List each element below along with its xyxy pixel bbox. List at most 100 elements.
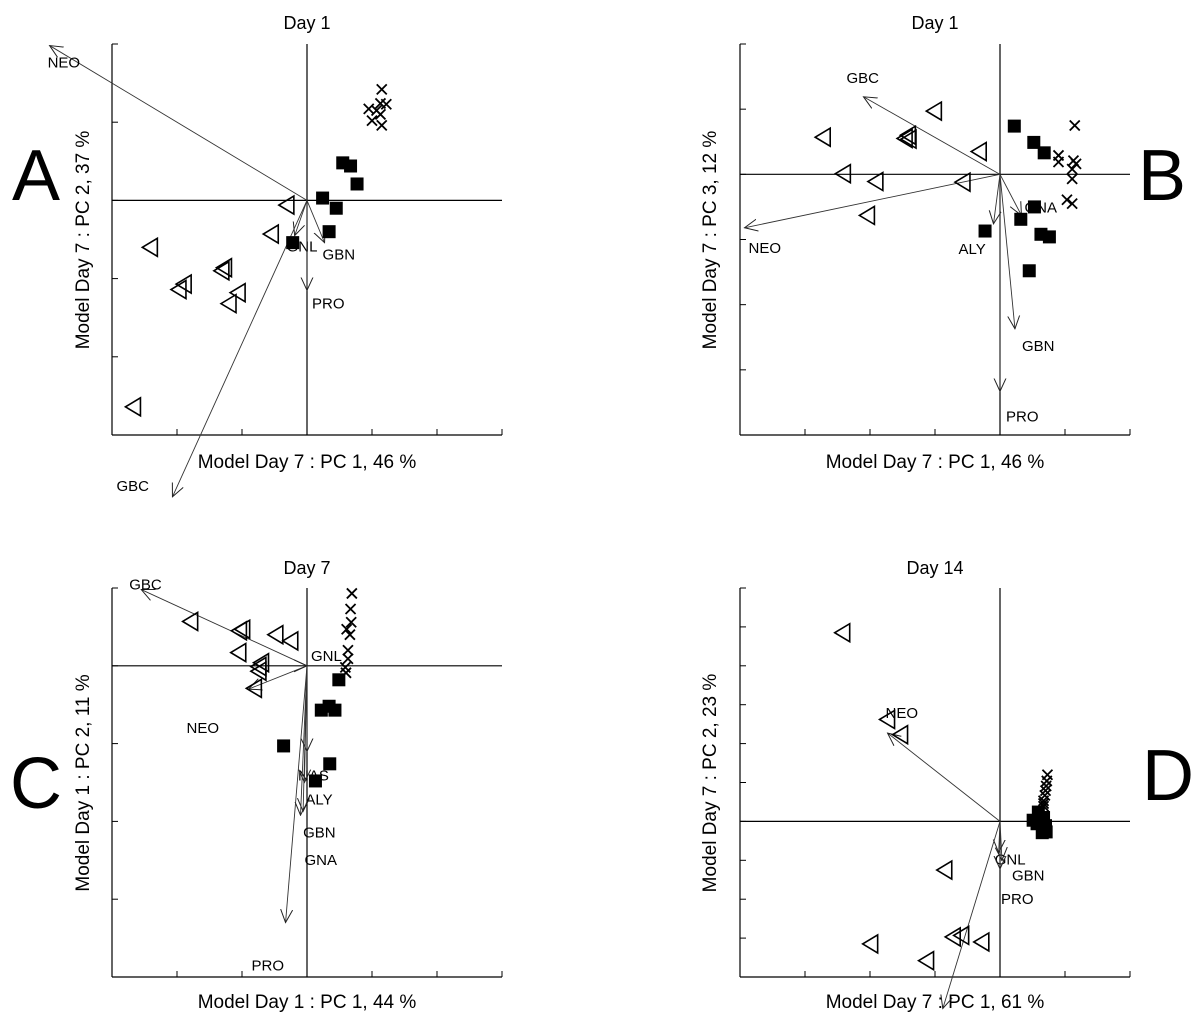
panel-b-point-square (1027, 200, 1041, 214)
panel-b-x-axis-label: Model Day 7 : PC 1, 46 % (826, 452, 1045, 473)
panel-c-point-cross (342, 653, 354, 665)
panel-a-point-square (329, 201, 343, 215)
panel-a-point-cross (374, 97, 387, 110)
panel-c-vector-label: GBC (129, 577, 162, 594)
panel-d-x-axis-label: Model Day 7 : PC 1, 61 % (826, 992, 1045, 1012)
panel-d-point-triangle (916, 950, 935, 972)
panel-c-point-cross (341, 623, 353, 635)
panel-c-point-square (314, 703, 328, 717)
panel-c-point-triangle (249, 660, 267, 682)
panel-a-vector-label: GBN (323, 247, 356, 264)
panel-d-point-triangle (943, 926, 962, 948)
panel-c-point-triangle (281, 630, 299, 652)
panel-b-point-triangle (813, 126, 832, 148)
panel-b-vector-label: PRO (1006, 408, 1039, 425)
panel-c-x-axis-label: Model Day 1 : PC 1, 44 % (198, 992, 417, 1012)
panel-b-vector-neo (745, 173, 1001, 227)
panel-b-title: Day 1 (911, 13, 958, 33)
panel-c-point-cross (346, 587, 358, 600)
panel-d-point-triangle (861, 933, 879, 955)
panel-d: Day 14 Model Day 7 : PC 1, 61 % Model Da… (700, 558, 1191, 1012)
panel-d-point-triangle (935, 859, 953, 881)
panel-a-point-triangle (123, 396, 142, 418)
panel-c-point-square (328, 703, 342, 717)
panel-b: Day 1 Model Day 7 : PC 1, 46 % Model Day… (700, 13, 1186, 473)
panel-b-point-cross (1066, 198, 1078, 210)
panel-a-letter: A (12, 136, 60, 216)
panel-b-point-triangle (953, 171, 971, 193)
panel-d-vector-label: PRO (1001, 891, 1034, 908)
panel-a-point-cross (366, 114, 378, 127)
panel-b-point-square (978, 224, 992, 238)
panel-d-point-cross (1037, 800, 1050, 812)
panel-b-y-axis-label: Model Day 7 : PC 3, 12 % (700, 131, 721, 350)
panel-d-vector-label: GBN (1012, 867, 1045, 884)
panel-b-vector-gna (999, 174, 1021, 215)
panel-a-point-triangle (140, 236, 159, 258)
panel-b-vector-label: ALY (959, 241, 986, 258)
panel-b-point-square (1042, 230, 1056, 244)
panel-a-y-axis-label: Model Day 7 : PC 2, 37 % (73, 131, 94, 350)
panel-a-vector-gbc (172, 200, 308, 496)
panel-c-point-cross (344, 603, 357, 615)
panel-c-vector-label: GNA (305, 852, 338, 869)
panel-d-vector-neo (888, 733, 1001, 822)
panel-a-vector-label: NEO (48, 55, 81, 72)
panel-c-point-square (323, 757, 337, 771)
panel-a-point-triangle (219, 293, 237, 315)
panel-b-point-triangle (833, 163, 852, 185)
panel-d-letter: D (1142, 736, 1191, 816)
panel-b-point-square (1037, 146, 1051, 160)
panel-c-vector-label: PRO (252, 958, 285, 975)
panel-a-vector-gbn (306, 200, 325, 242)
panel-b-point-triangle (866, 171, 884, 192)
panel-c-letter: C (10, 744, 62, 824)
panel-a-point-square (322, 225, 336, 239)
panel-c-vector-label: NEO (187, 720, 220, 737)
panel-b-vector-gbc (864, 97, 1001, 175)
panel-b-point-square (1022, 264, 1036, 278)
panel-b-point-cross (1061, 194, 1073, 206)
panel-a-point-cross (374, 108, 387, 121)
panel-b-point-cross (1070, 158, 1082, 170)
panel-d-point-triangle (890, 724, 909, 746)
panel-a-point-cross (376, 119, 388, 131)
panel-b-point-triangle (895, 128, 913, 149)
panel-a-vector-label: PRO (312, 295, 345, 312)
panel-d-y-axis-label: Model Day 7 : PC 2, 23 % (700, 674, 721, 893)
panel-c-point-triangle (181, 611, 199, 632)
panel-d-point-triangle (833, 622, 851, 644)
panel-c-point-cross (344, 629, 356, 641)
panel-b-point-cross (1066, 173, 1078, 185)
panel-c-plot-area: GBCNEOGNLNASALYGBNGNAPRO (111, 577, 503, 978)
panel-b-letter: B (1138, 136, 1186, 216)
panel-a-x-axis-label: Model Day 7 : PC 1, 46 % (198, 452, 417, 473)
panel-b-vector-label: NEO (749, 240, 782, 257)
panel-d-point-triangle (972, 931, 990, 953)
panel-b-point-cross (1066, 163, 1078, 175)
panel-b-plot-area: NEOGBCALYGNAGBNPRO (739, 43, 1131, 436)
panel-c-point-cross (342, 644, 354, 656)
panel-b-point-square (1007, 119, 1021, 133)
panel-c-vector-label: ALY (305, 792, 332, 809)
panel-b-point-square (1027, 135, 1041, 149)
panel-c-vector-neo (249, 665, 308, 689)
panel-c: Day 7 Model Day 1 : PC 1, 44 % Model Day… (10, 558, 503, 1012)
panel-b-vector-label: GBN (1022, 338, 1055, 355)
panel-b-vector-gbn (999, 174, 1015, 328)
panel-c-point-square (277, 739, 291, 753)
panel-a-point-square (350, 177, 364, 191)
panel-b-point-triangle (898, 124, 917, 146)
panel-c-title: Day 7 (283, 558, 330, 578)
panel-a-point-square (286, 236, 300, 250)
panel-b-point-cross (1052, 156, 1065, 168)
panel-d-point-cross (1037, 797, 1050, 810)
panel-c-vector-label: GNL (311, 648, 342, 665)
panel-a-title: Day 1 (283, 13, 330, 33)
panel-b-point-square (1014, 212, 1028, 226)
panel-c-point-triangle (251, 652, 270, 674)
panel-a-point-triangle (174, 273, 192, 295)
panel-c-point-cross (340, 667, 352, 679)
